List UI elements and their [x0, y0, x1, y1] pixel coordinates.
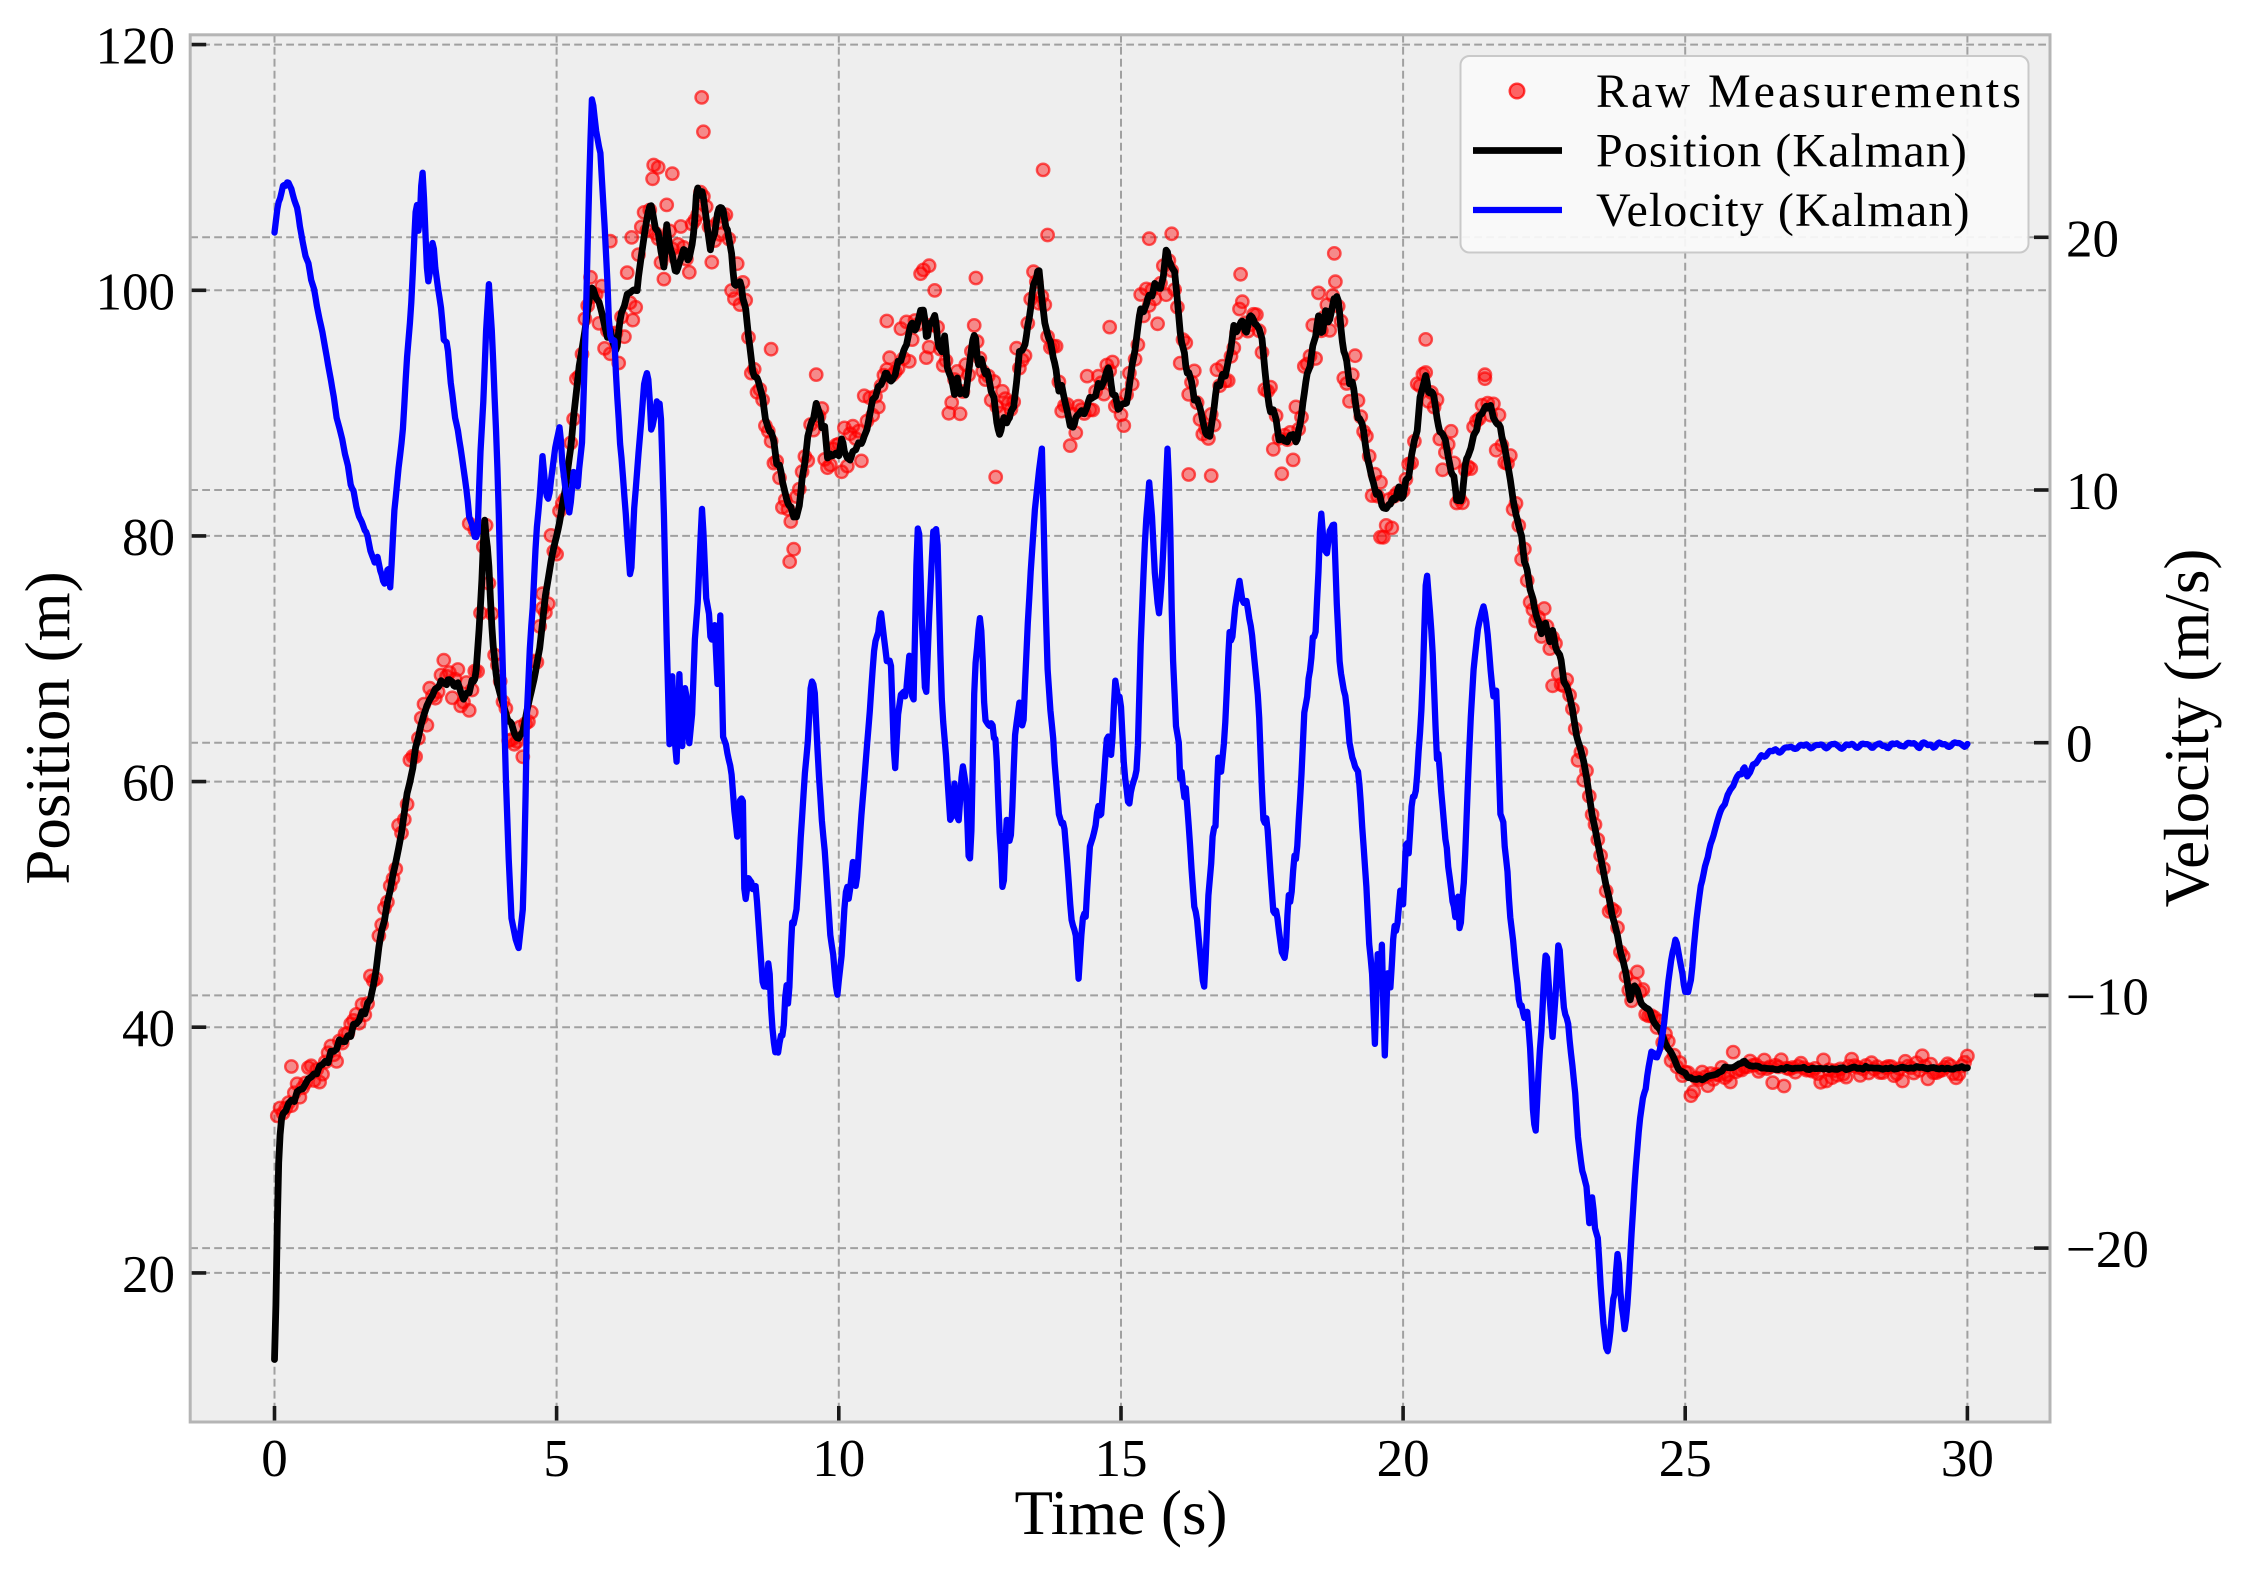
svg-text:−20: −20 [2066, 1221, 2149, 1279]
svg-text:25: 25 [1659, 1430, 1712, 1488]
svg-text:30: 30 [1941, 1430, 1994, 1488]
svg-text:15: 15 [1095, 1430, 1148, 1488]
svg-text:60: 60 [122, 755, 175, 813]
svg-text:Position (Kalman): Position (Kalman) [1596, 125, 1968, 178]
svg-text:10: 10 [812, 1430, 865, 1488]
svg-text:20: 20 [1377, 1430, 1430, 1488]
svg-text:Velocity (Kalman): Velocity (Kalman) [1596, 184, 1971, 237]
svg-text:5: 5 [543, 1430, 570, 1488]
svg-text:20: 20 [122, 1246, 175, 1304]
svg-text:40: 40 [122, 1000, 175, 1058]
svg-text:10: 10 [2066, 463, 2119, 521]
svg-text:100: 100 [96, 263, 176, 321]
svg-text:Position (m): Position (m) [13, 571, 83, 884]
svg-text:120: 120 [96, 18, 176, 76]
svg-text:0: 0 [2066, 716, 2093, 774]
svg-text:Raw Measurements: Raw Measurements [1596, 65, 2024, 118]
svg-text:20: 20 [2066, 210, 2119, 268]
svg-text:0: 0 [261, 1430, 288, 1488]
svg-text:80: 80 [122, 509, 175, 567]
svg-text:−10: −10 [2066, 968, 2149, 1026]
svg-text:Velocity (m/s): Velocity (m/s) [2152, 549, 2222, 908]
svg-text:Time (s): Time (s) [1015, 1478, 1228, 1548]
